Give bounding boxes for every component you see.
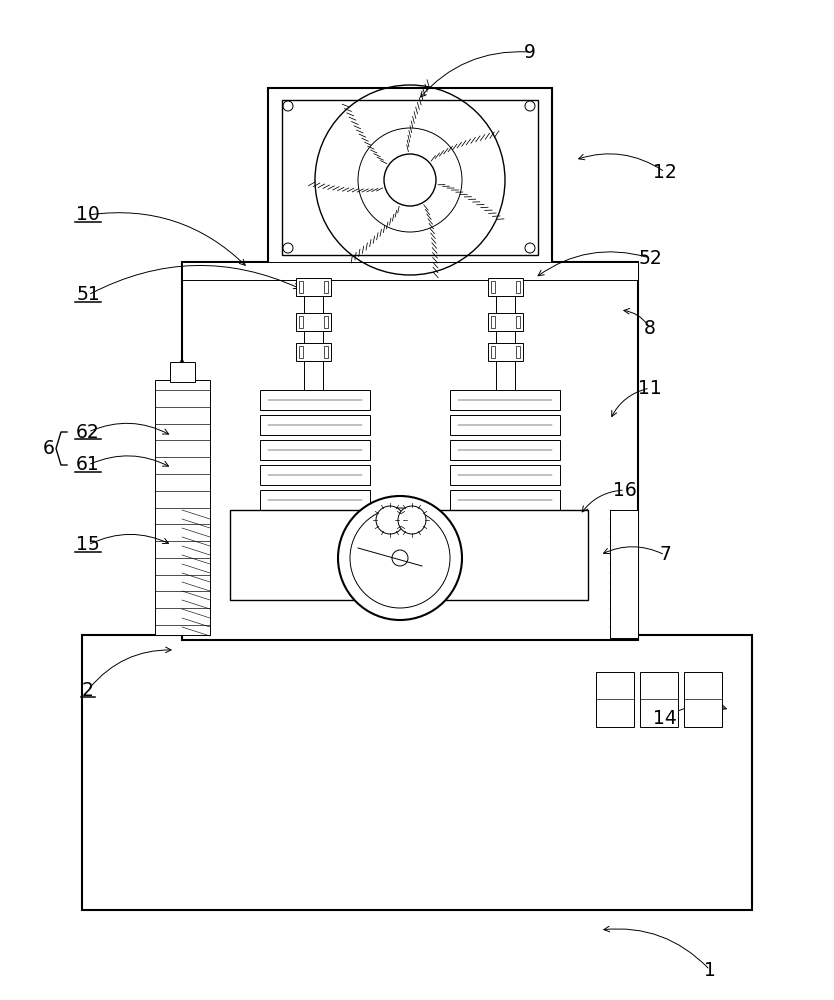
Circle shape [376,506,404,534]
Text: 14: 14 [653,708,677,728]
Bar [299,346,303,358]
Bar [450,490,560,510]
Circle shape [398,506,426,534]
Bar [182,262,638,640]
Bar [596,672,634,727]
Bar [450,390,560,410]
Bar [299,316,303,328]
Bar [155,380,210,635]
Text: 9: 9 [524,42,536,62]
Text: 8: 8 [644,318,656,338]
Bar [299,281,303,293]
Bar [491,316,495,328]
Text: 11: 11 [638,378,662,397]
Bar [450,440,560,460]
Bar [170,362,195,382]
Bar [488,343,523,361]
Bar [496,278,515,393]
Text: 2: 2 [82,680,94,700]
Bar [516,316,520,328]
Bar [230,510,588,600]
Bar [296,278,331,296]
Circle shape [384,154,436,206]
Bar [324,281,328,293]
Circle shape [338,496,462,620]
Text: 52: 52 [638,248,662,267]
Circle shape [283,243,293,253]
Bar [260,490,370,510]
Bar [260,390,370,410]
Bar [324,346,328,358]
Text: 51: 51 [76,286,100,304]
Bar [182,262,638,280]
Bar [304,278,323,393]
Bar [324,316,328,328]
Text: 15: 15 [76,536,100,554]
Bar [268,88,552,266]
Bar [516,281,520,293]
Text: 62: 62 [76,422,100,442]
Bar [450,465,560,485]
Text: 12: 12 [653,162,677,182]
Circle shape [525,101,535,111]
Bar [610,510,638,638]
Bar [640,672,678,727]
Bar [260,465,370,485]
Text: 7: 7 [659,546,671,564]
Circle shape [392,550,408,566]
Bar [488,278,523,296]
Bar [82,635,752,910]
Bar [491,281,495,293]
Text: 1: 1 [704,960,716,980]
Bar [684,672,722,727]
Text: 61: 61 [76,456,100,475]
Circle shape [283,101,293,111]
Bar [282,100,538,255]
Bar [516,346,520,358]
Text: 10: 10 [76,206,100,225]
Circle shape [525,243,535,253]
Bar [296,343,331,361]
Bar [260,415,370,435]
Bar [488,313,523,331]
Bar [296,313,331,331]
Bar [450,415,560,435]
Text: 6: 6 [43,439,55,458]
Bar [260,440,370,460]
Text: 16: 16 [613,481,637,499]
Bar [491,346,495,358]
